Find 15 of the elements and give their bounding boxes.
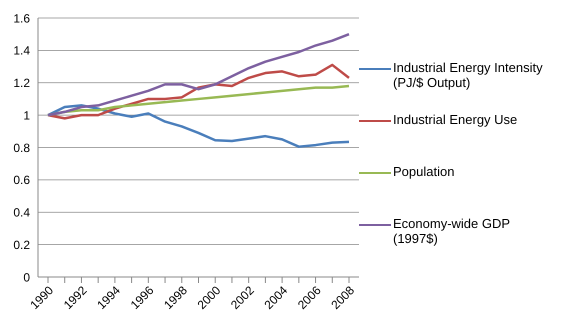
y-tick-label: 1	[23, 108, 30, 122]
line-series	[46, 104, 350, 148]
y-tick-label: 1.4	[13, 44, 30, 58]
legend-label: Economy-wide GDP (1997$)	[393, 216, 511, 246]
y-tick-label: 1.6	[13, 11, 30, 26]
y-tick-label: 1.2	[13, 76, 30, 90]
legend-label: Industrial Energy Use	[393, 112, 518, 126]
y-tick-label: 0.8	[13, 140, 30, 155]
line-series	[46, 32, 350, 116]
y-tick-label: 0	[23, 270, 30, 284]
legend-label: Industrial Energy Intensity (PJ/$ Output)	[393, 60, 544, 90]
y-tick-label: 0.6	[13, 173, 30, 188]
y-tick-label: 0.2	[13, 238, 30, 252]
legend-label: Population	[393, 164, 454, 178]
y-tick-label: 0.4	[13, 206, 30, 220]
